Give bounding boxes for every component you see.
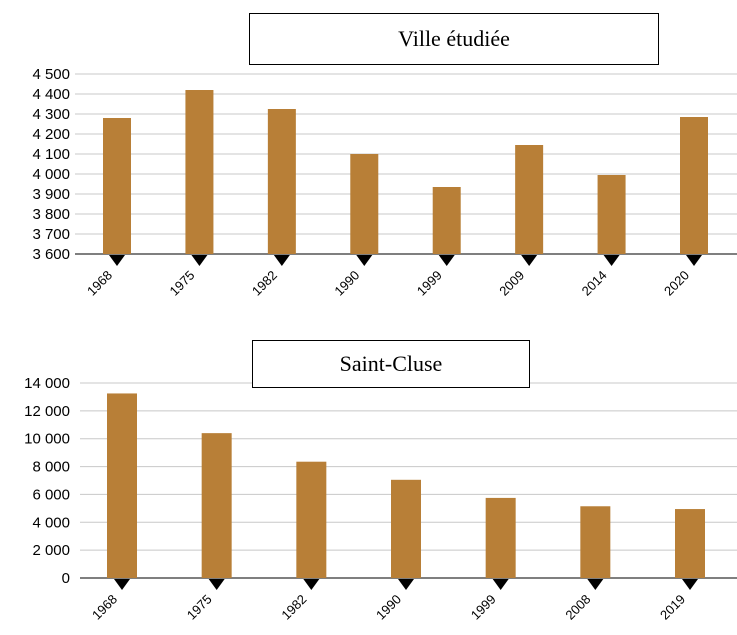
- chart-1-y-tick-label: 3 900: [32, 186, 70, 203]
- chart-1-x-tick-marker: [686, 255, 702, 266]
- chart-1-y-tick-label: 3 700: [32, 226, 70, 243]
- chart-2-x-tick-label: 1975: [184, 592, 215, 623]
- chart-1-bar-1999: [432, 187, 461, 254]
- chart-2-x-tick-label: 1968: [89, 592, 120, 623]
- chart-2-x-tick-marker: [303, 579, 320, 590]
- chart-1-x-tick-marker: [356, 255, 373, 266]
- chart-1-x-tick-marker: [191, 255, 208, 266]
- chart-1-x-tick-marker: [603, 255, 620, 266]
- chart-2-x-tick-marker: [492, 579, 509, 590]
- chart-1-title: Ville étudiée: [249, 13, 659, 65]
- chart-1-y-tick-label: 4 200: [32, 126, 70, 143]
- chart-2-x-tick-label: 1982: [278, 592, 309, 623]
- chart-ville-etudiee: 3 600 3 700 3 800 3 900 4 000 4 100 4 200 4 300…: [0, 0, 737, 310]
- chart-2-y-tick-label: 12 000: [24, 403, 70, 420]
- chart-1-x-tick-marker: [521, 255, 538, 266]
- chart-1-y-tick-label: 4 300: [32, 106, 70, 123]
- chart-2-y-tick-label: 10 000: [24, 431, 70, 448]
- chart-1-y-tick-label: 3 800: [32, 206, 70, 223]
- chart-2-x-tick-marker: [208, 579, 225, 590]
- chart-1-bar-2014: [597, 175, 626, 254]
- chart-1-y-tick-label: 3 600: [32, 246, 70, 263]
- chart-2-bar-1990: [391, 479, 421, 578]
- chart-1-plot: 3 600 3 700 3 800 3 900 4 000 4 100 4 200 4 300…: [32, 66, 737, 299]
- chart-1-y-tick-label: 4 000: [32, 166, 70, 183]
- chart-1-y-tick-label: 4 400: [32, 86, 70, 103]
- chart-1-bar-1968: [103, 118, 131, 254]
- chart-2-y-tick-label: 4 000: [32, 514, 70, 531]
- chart-1-bar-1982: [267, 109, 296, 254]
- chart-1-x-tick-marker: [273, 255, 290, 266]
- chart-2-x-tick-marker: [682, 579, 698, 590]
- chart-1-bar-2020: [680, 117, 708, 254]
- chart-2-bar-2008: [580, 506, 611, 578]
- chart-1-bar-2009: [515, 145, 544, 254]
- chart-2-y-tick-label: 14 000: [24, 375, 70, 392]
- chart-2-x-tick-label: 1990: [373, 592, 404, 623]
- chart-2-y-tick-label: 2 000: [32, 542, 70, 559]
- chart-1-bar-1975: [185, 90, 214, 254]
- chart-1-y-tick-label: 4 500: [32, 66, 70, 83]
- chart-2-y-tick-label: 8 000: [32, 459, 70, 476]
- chart-1-x-tick-marker: [109, 255, 125, 266]
- chart-2-x-tick-marker: [587, 579, 604, 590]
- chart-2-bar-1975: [201, 433, 232, 578]
- chart-2-bar-1968: [107, 393, 137, 578]
- chart-2-y-tick-label: 6 000: [32, 486, 70, 503]
- chart-2-title: Saint-Cluse: [252, 340, 530, 388]
- chart-2-bar-2019: [675, 509, 705, 578]
- chart-2-bar-1999: [485, 497, 516, 578]
- chart-2-x-tick-marker: [114, 579, 130, 590]
- chart-2-x-tick-label: 2019: [657, 592, 688, 623]
- chart-2-x-tick-marker: [398, 579, 414, 590]
- chart-1-bar-1990: [350, 154, 379, 254]
- chart-1-y-tick-label: 4 100: [32, 146, 70, 163]
- chart-2-bar-1982: [296, 461, 327, 578]
- chart-1-x-tick-marker: [438, 255, 455, 266]
- chart-2-x-tick-label: 2008: [562, 592, 593, 623]
- chart-2-x-tick-label: 1999: [468, 592, 499, 623]
- chart-2-y-tick-label: 0: [62, 570, 70, 587]
